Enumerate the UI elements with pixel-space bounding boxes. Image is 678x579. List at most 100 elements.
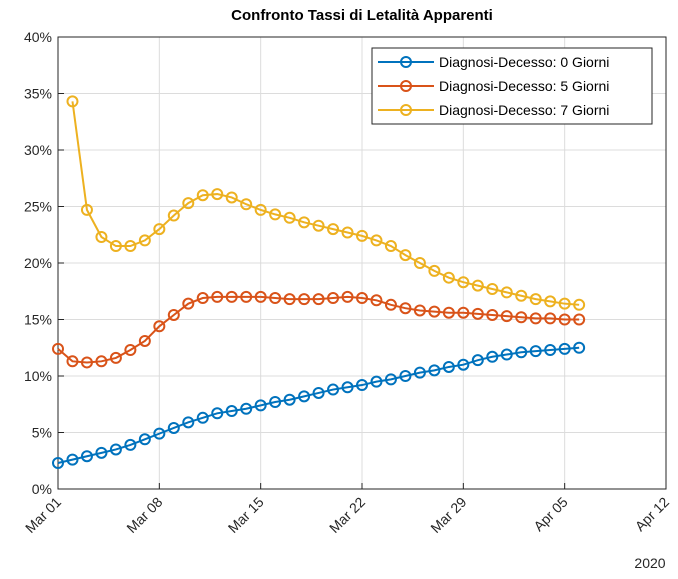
x-tick-label: Apr 05 — [530, 494, 571, 535]
data-point — [225, 290, 238, 303]
y-tick-label: 10% — [24, 368, 52, 384]
data-point — [529, 293, 542, 306]
x-tick-label: Mar 29 — [427, 494, 469, 536]
data-point — [327, 292, 340, 305]
data-point — [283, 211, 296, 224]
data-point — [500, 348, 513, 361]
x-secondary-label: 2020 — [634, 555, 665, 571]
data-point — [500, 310, 513, 323]
data-point — [384, 373, 397, 386]
data-point — [138, 234, 151, 247]
y-tick-label: 0% — [32, 481, 52, 497]
data-point — [341, 381, 354, 394]
data-point — [138, 334, 151, 347]
data-point — [370, 375, 383, 388]
series-line — [71, 101, 580, 306]
data-point — [312, 386, 325, 399]
data-point — [225, 405, 238, 418]
legend-label: Diagnosi-Decesso: 5 Giorni — [439, 78, 609, 94]
data-point — [298, 293, 311, 306]
data-point — [356, 229, 368, 242]
data-point — [153, 427, 166, 440]
data-point — [95, 355, 108, 368]
data-point — [356, 379, 368, 392]
data-point — [457, 306, 470, 319]
data-point — [312, 293, 325, 306]
y-tick-label: 30% — [24, 142, 52, 158]
data-point — [544, 344, 557, 357]
data-point — [529, 312, 542, 325]
data-point — [254, 399, 267, 412]
data-point — [240, 290, 253, 303]
data-point — [486, 308, 499, 321]
series-line — [57, 346, 580, 464]
data-point — [211, 407, 224, 420]
data-point — [413, 366, 426, 379]
data-point — [457, 276, 470, 289]
x-tick-label: Apr 12 — [632, 494, 673, 535]
data-point — [399, 249, 412, 262]
data-point — [95, 231, 108, 244]
legend-marker — [400, 80, 412, 92]
data-point — [399, 370, 412, 382]
data-point — [370, 234, 383, 247]
data-point — [52, 342, 64, 355]
data-point — [413, 304, 426, 317]
y-tick-label: 35% — [24, 86, 52, 102]
y-tick-label: 20% — [24, 255, 52, 271]
data-point — [471, 279, 484, 292]
data-point — [182, 197, 195, 210]
data-point — [109, 351, 122, 364]
data-point — [167, 421, 180, 434]
data-point — [153, 320, 166, 333]
data-point — [196, 411, 209, 424]
plot-border — [57, 36, 667, 490]
data-point — [196, 292, 209, 305]
data-point — [182, 416, 195, 429]
data-point — [558, 313, 571, 326]
data-point — [356, 292, 368, 305]
data-point — [413, 257, 426, 269]
data-point — [457, 358, 470, 371]
y-tick-label: 15% — [24, 312, 52, 328]
data-point — [66, 355, 79, 368]
data-point — [153, 223, 166, 236]
data-point — [428, 264, 441, 277]
data-point — [80, 450, 93, 463]
data-point — [124, 438, 137, 451]
data-point — [240, 402, 253, 415]
data-point — [515, 289, 528, 302]
data-point — [283, 393, 296, 406]
data-point — [486, 282, 499, 295]
data-point — [80, 356, 93, 369]
data-point — [66, 95, 79, 108]
legend-label: Diagnosi-Decesso: 0 Giorni — [439, 54, 609, 70]
data-point — [138, 433, 151, 446]
data-point — [428, 364, 441, 377]
data-point — [80, 203, 93, 216]
data-point — [500, 286, 513, 299]
x-tick-label: Mar 15 — [225, 494, 267, 536]
data-point — [167, 308, 180, 321]
data-point — [341, 290, 354, 303]
data-point — [442, 360, 455, 373]
data-point — [573, 341, 586, 354]
data-point — [544, 295, 557, 308]
legend-marker — [400, 56, 412, 68]
data-point — [384, 298, 397, 311]
data-point — [95, 446, 108, 459]
legend-label: Diagnosi-Decesso: 7 Giorni — [439, 102, 609, 118]
data-point — [558, 297, 571, 310]
data-point — [370, 294, 383, 307]
y-tick-label: 5% — [32, 425, 52, 441]
data-point — [211, 188, 224, 201]
data-point — [327, 383, 340, 396]
data-point — [182, 297, 195, 310]
data-point — [515, 311, 528, 324]
data-point — [283, 293, 296, 306]
data-point — [573, 298, 586, 311]
data-point — [66, 453, 79, 466]
y-tick-label: 40% — [24, 29, 52, 45]
data-point — [109, 443, 122, 456]
